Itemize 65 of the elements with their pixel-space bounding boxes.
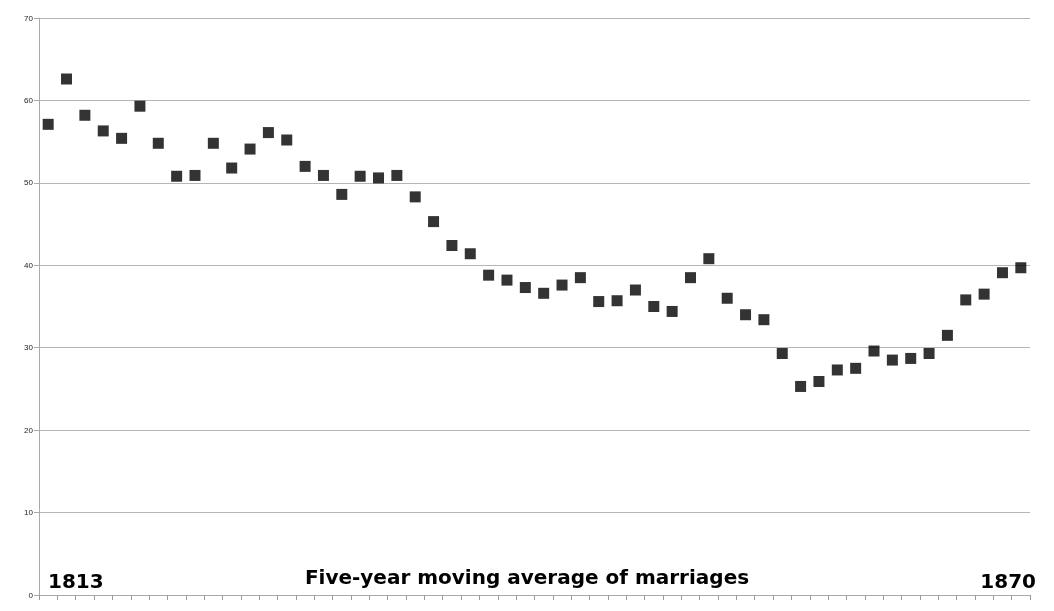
point bbox=[740, 309, 752, 321]
point bbox=[409, 191, 421, 203]
point bbox=[501, 274, 513, 286]
point bbox=[299, 160, 311, 172]
point bbox=[941, 329, 953, 341]
point bbox=[281, 134, 293, 146]
point bbox=[483, 269, 495, 281]
annotation: 1813 bbox=[48, 569, 104, 593]
point bbox=[684, 272, 696, 284]
point bbox=[666, 305, 678, 317]
point bbox=[354, 170, 366, 182]
point bbox=[611, 295, 623, 307]
point bbox=[831, 364, 843, 376]
y-tick-label: 60 bbox=[24, 95, 34, 105]
point bbox=[79, 109, 91, 121]
point bbox=[868, 345, 880, 357]
point bbox=[996, 267, 1008, 279]
y-tick-label: 20 bbox=[24, 425, 34, 435]
point bbox=[134, 100, 146, 112]
point bbox=[61, 73, 73, 85]
y-tick-label: 70 bbox=[24, 13, 34, 23]
point bbox=[648, 301, 660, 312]
point bbox=[244, 143, 256, 155]
point bbox=[593, 296, 605, 308]
point bbox=[519, 282, 531, 294]
point bbox=[850, 362, 862, 374]
point bbox=[978, 288, 990, 300]
point bbox=[813, 376, 825, 388]
point bbox=[207, 137, 219, 149]
point bbox=[538, 287, 550, 299]
point bbox=[960, 294, 972, 306]
point bbox=[428, 216, 440, 228]
x-axis-title: Five-year moving average of marriages bbox=[304, 565, 750, 589]
y-tick-label: 50 bbox=[24, 178, 34, 188]
point bbox=[905, 352, 917, 364]
y-tick-label: 40 bbox=[24, 260, 34, 270]
point bbox=[886, 354, 898, 366]
y-tick-label: 30 bbox=[24, 343, 34, 353]
point bbox=[152, 137, 164, 149]
point bbox=[446, 240, 458, 251]
point bbox=[97, 125, 109, 137]
point bbox=[464, 248, 476, 260]
point bbox=[795, 380, 807, 392]
point bbox=[629, 284, 641, 296]
point bbox=[116, 132, 128, 144]
y-tick-label: 10 bbox=[24, 508, 34, 518]
point bbox=[758, 314, 770, 326]
point bbox=[776, 347, 788, 359]
annotation: 1870 bbox=[980, 569, 1037, 593]
point bbox=[574, 272, 586, 284]
point bbox=[923, 347, 935, 359]
point bbox=[556, 279, 568, 291]
point bbox=[336, 188, 348, 200]
point bbox=[373, 172, 385, 184]
point bbox=[391, 169, 403, 181]
y-tick-label: 0 bbox=[28, 590, 34, 600]
point bbox=[189, 169, 201, 181]
point bbox=[42, 118, 54, 130]
point bbox=[317, 169, 329, 181]
point bbox=[226, 162, 238, 174]
point bbox=[262, 127, 274, 139]
point bbox=[1015, 262, 1027, 274]
point bbox=[171, 170, 183, 182]
point bbox=[721, 292, 733, 304]
point bbox=[703, 253, 715, 265]
